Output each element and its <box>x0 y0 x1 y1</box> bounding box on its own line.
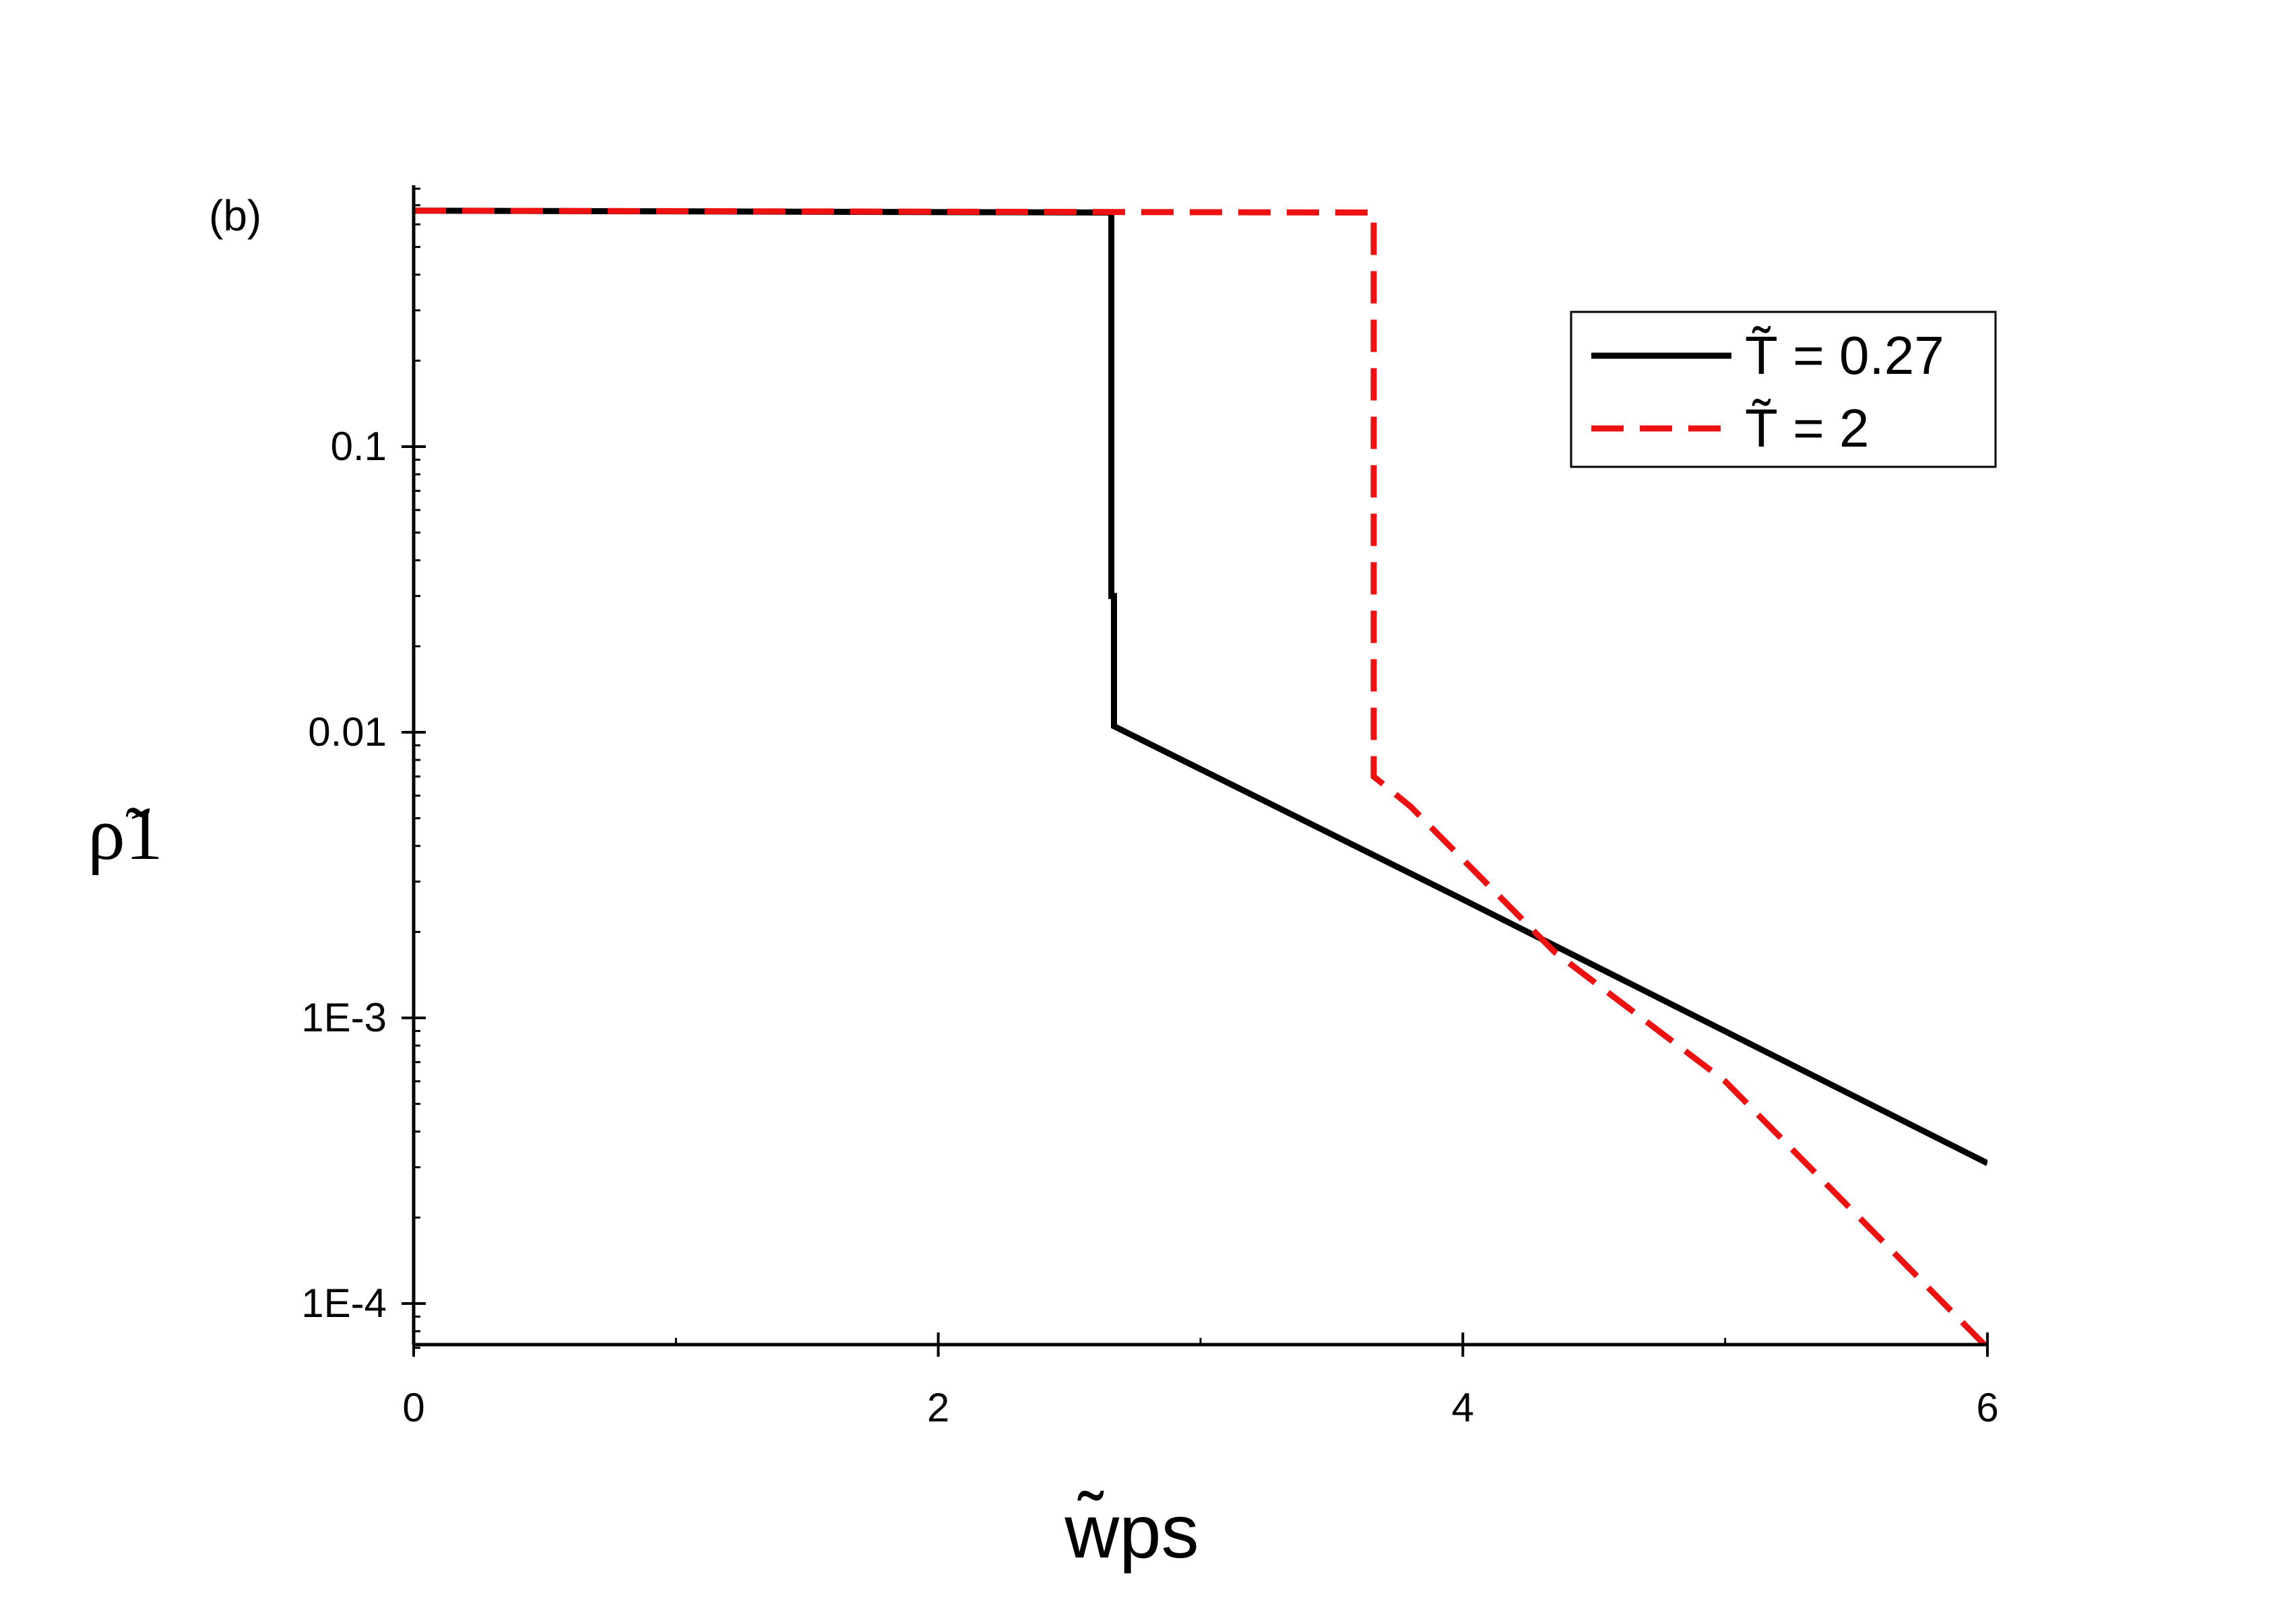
legend-label-series-2: T̃ = 2 <box>1745 398 1870 458</box>
y-tick-label: 1E-3 <box>301 995 387 1040</box>
x-tick-label: 4 <box>1452 1385 1474 1430</box>
legend-box <box>1570 311 1997 468</box>
series-line-2 <box>414 207 1987 1345</box>
x-tick-label: 2 <box>927 1385 949 1430</box>
series-layer <box>414 207 1987 1345</box>
y-tick-label: 0.1 <box>331 424 387 469</box>
x-tick-label: 0 <box>402 1385 424 1430</box>
x-tick-label: 6 <box>1976 1385 1998 1430</box>
y-tick-label: 1E-4 <box>301 1281 387 1326</box>
y-ticks: 1E-4 1E-3 0.01 0.1 <box>301 187 426 1349</box>
x-axis-title: w̃ps <box>1064 1489 1199 1574</box>
legend: T̃ = 0.27 T̃ = 2 <box>1570 311 1997 468</box>
x-ticks: 0 2 4 6 <box>402 1332 1999 1430</box>
panel-label: (b) <box>209 191 261 240</box>
y-axis-title: ρ̃1 <box>88 792 163 876</box>
legend-label-series-1: T̃ = 0.27 <box>1745 325 1944 385</box>
y-tick-label: 0.01 <box>308 709 387 754</box>
